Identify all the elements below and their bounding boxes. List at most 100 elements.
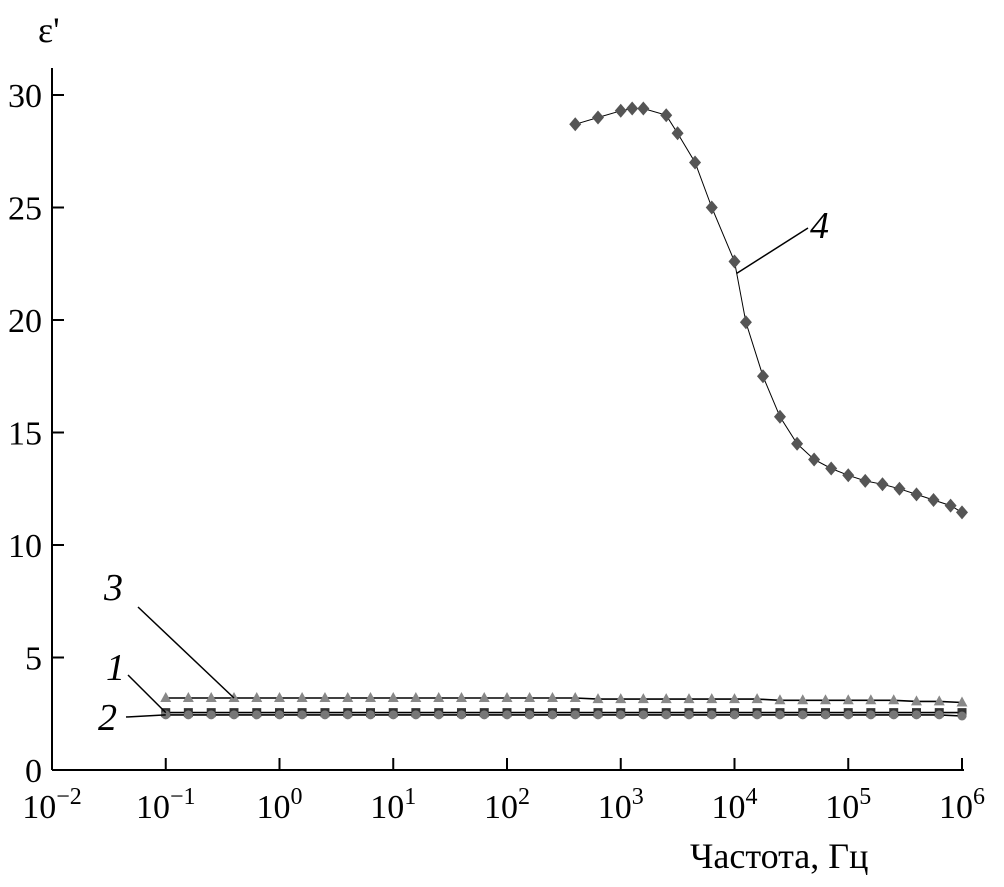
series-4-point	[944, 498, 957, 513]
x-tick-label: 106	[939, 784, 985, 826]
series-3-point	[933, 695, 945, 706]
series-3-point	[706, 693, 718, 704]
series-3-point	[910, 695, 922, 706]
series-3-point	[637, 693, 649, 704]
series-3-point	[342, 692, 354, 702]
series-2-point	[343, 710, 353, 720]
series-4-point	[842, 468, 855, 483]
series-2-point	[616, 710, 626, 720]
x-tick-label: 10−1	[136, 784, 196, 826]
series-3-point	[274, 692, 285, 702]
curve-label-3: 3	[103, 567, 123, 609]
series-3-point	[501, 692, 513, 702]
series-2-point	[320, 710, 330, 720]
series-3-point	[365, 692, 377, 702]
series-3-point	[251, 692, 263, 702]
series-4-point	[569, 117, 582, 132]
series-2-point	[661, 710, 671, 720]
series-3-point	[387, 692, 399, 702]
series-2-point	[366, 710, 376, 720]
series-4-point	[705, 200, 718, 215]
series-markers	[160, 101, 968, 721]
y-tick-label: 15	[8, 416, 42, 453]
series-3-point	[797, 694, 809, 705]
curve-label-2: 2	[98, 697, 117, 739]
series-line-4	[575, 108, 963, 513]
series-4-point	[739, 315, 752, 330]
series-4-point	[626, 101, 639, 116]
series-2-point	[479, 710, 489, 720]
series-2-point	[798, 710, 808, 720]
series-2-point	[570, 710, 580, 720]
series-4-point	[791, 436, 804, 451]
series-2-point	[821, 710, 831, 720]
series-3-point	[842, 694, 854, 705]
series-2-point	[684, 710, 694, 720]
series-4-point	[808, 452, 821, 467]
series-3-point	[205, 692, 217, 702]
series-3-point	[888, 694, 900, 705]
series-3-point	[546, 692, 558, 702]
series-3-point	[524, 692, 536, 702]
series-3-point	[182, 692, 194, 702]
leader-3	[137, 606, 235, 699]
series-2-point	[730, 710, 739, 720]
x-tick-label: 100	[257, 784, 303, 826]
series-4-point	[671, 126, 684, 141]
series-line-2	[165, 714, 963, 717]
series-3-point	[478, 692, 490, 702]
series-3-point	[683, 693, 695, 704]
series-4-point	[876, 477, 889, 492]
series-4-point	[825, 461, 838, 476]
series-3-point	[660, 693, 672, 704]
series-4-point	[893, 481, 906, 496]
series-2-point	[411, 710, 421, 720]
series-2-point	[934, 710, 944, 720]
axes	[51, 68, 964, 771]
y-tick-label: 30	[8, 78, 42, 115]
series-4-point	[728, 254, 741, 269]
series-2-point	[252, 710, 262, 720]
series-2-point	[434, 710, 444, 720]
y-tick-label: 5	[25, 641, 42, 678]
x-tick-label: 105	[825, 784, 871, 826]
series-3-point	[455, 692, 467, 702]
series-2-point	[502, 710, 512, 720]
series-3-point	[433, 692, 445, 702]
series-4-point	[660, 108, 673, 123]
x-tick-label: 104	[712, 784, 758, 826]
series-3-point	[956, 696, 968, 707]
series-2-point	[593, 710, 603, 720]
x-tick-label: 10−2	[22, 784, 82, 826]
series-3-point	[820, 694, 832, 705]
series-2-point	[911, 710, 921, 720]
x-tick-label: 101	[370, 784, 416, 826]
series-3-point	[410, 692, 422, 702]
series-2-point	[638, 710, 648, 720]
series-4-point	[614, 103, 627, 118]
x-axis-title: Частота, Гц	[690, 836, 868, 876]
series-3-point	[592, 693, 604, 704]
x-tick-label: 102	[484, 784, 530, 826]
series-3-point	[319, 692, 331, 702]
curve-label-1: 1	[106, 647, 125, 689]
series-2-point	[547, 710, 557, 720]
series-4-point	[689, 155, 702, 170]
series-2-point	[275, 710, 284, 720]
series-2-point	[183, 710, 193, 720]
series-2-point	[206, 710, 216, 720]
series-2-point	[843, 710, 853, 720]
leader-4	[736, 227, 809, 275]
tick-marks	[51, 94, 963, 771]
series-3-point	[569, 692, 581, 702]
series-3-point	[296, 692, 308, 702]
series-3-point	[729, 693, 740, 704]
series-3-point	[615, 693, 627, 704]
y-tick-label: 10	[8, 528, 42, 565]
series-2-point	[456, 710, 466, 720]
series-2-point	[525, 710, 535, 720]
y-axis-title: ε'	[38, 10, 60, 50]
y-tick-label: 0	[25, 753, 42, 790]
series-2-point	[707, 710, 717, 720]
